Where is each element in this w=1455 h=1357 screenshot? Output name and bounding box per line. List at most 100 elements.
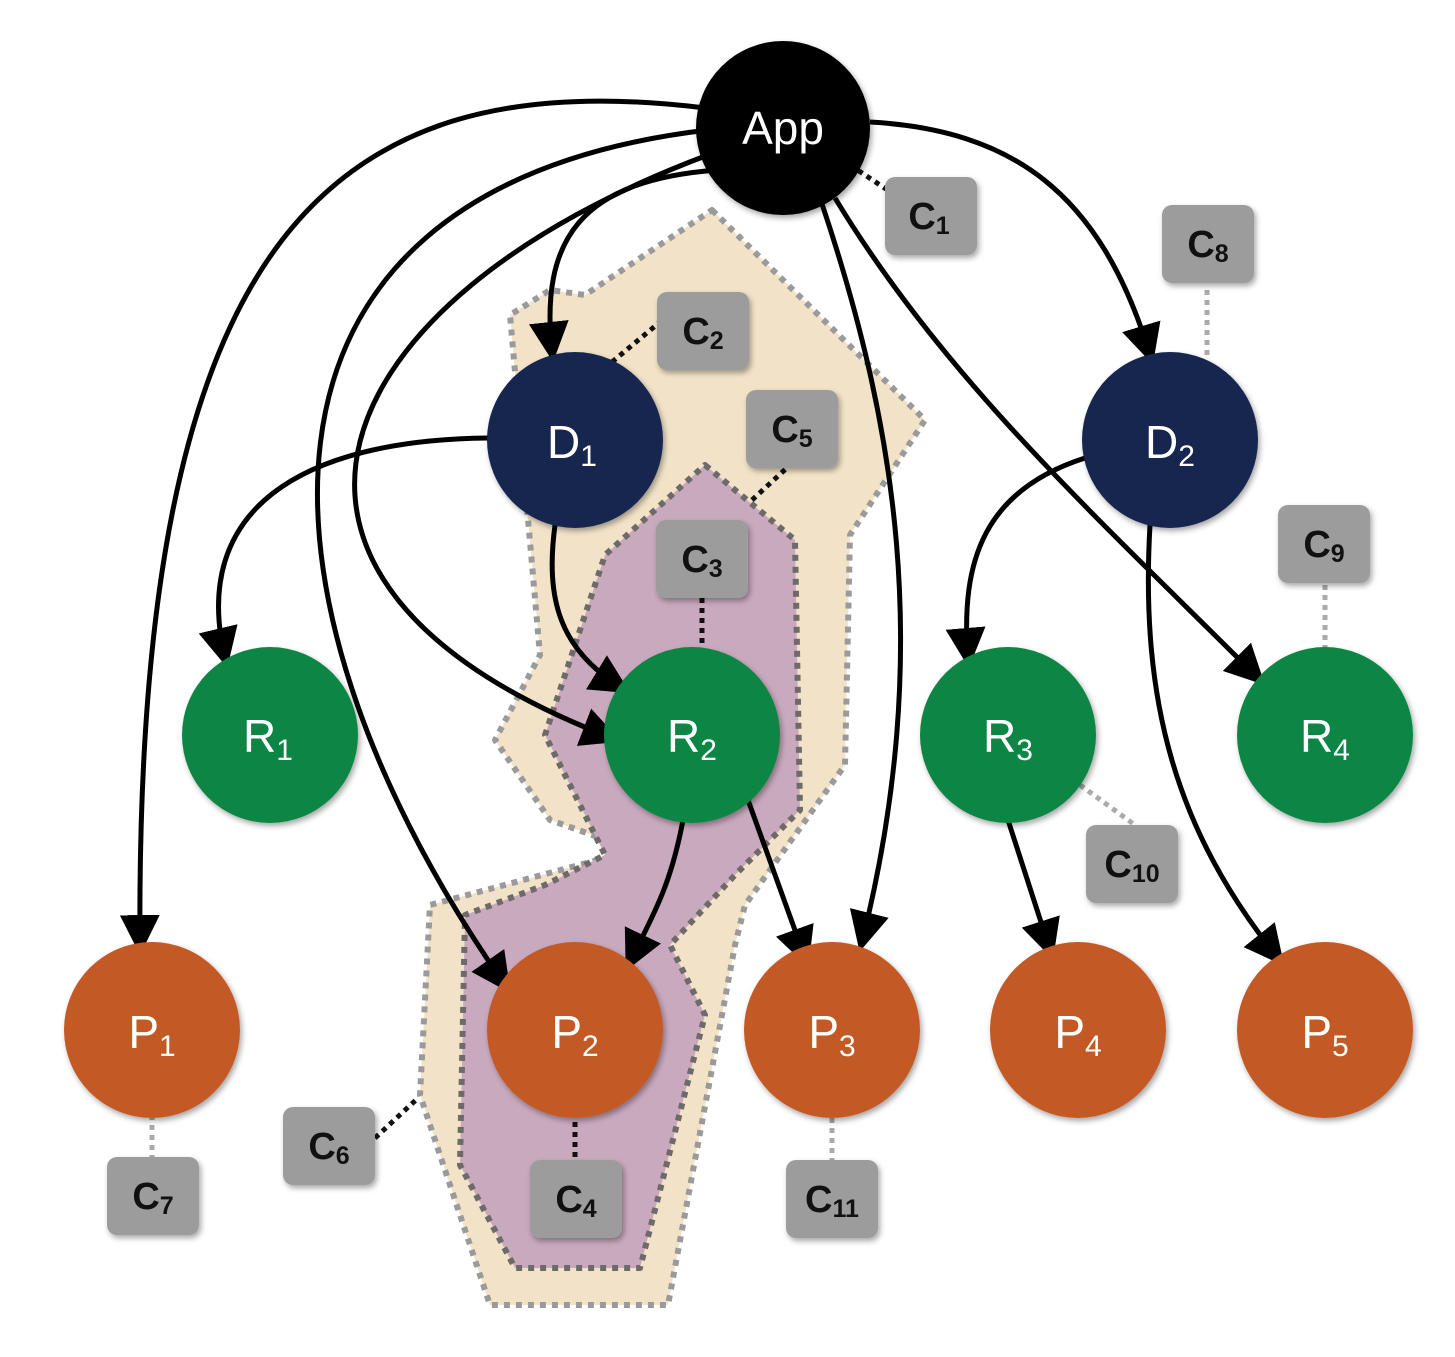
p1-node-subscript: 1 [159,1030,176,1063]
c4-label-text: C [555,1179,582,1221]
r3-node-label: R [983,710,1016,762]
c7-label-text: C [132,1176,159,1218]
r4-node-label: R [1300,710,1333,762]
c8-label-text: C [1187,224,1214,266]
edge-d2-r3 [945,455,1086,668]
c7-label[interactable]: C7 [107,1157,199,1235]
p3-node[interactable]: P3 [744,942,920,1118]
edge-d2-p5 [1145,524,1285,966]
d1-node-label: D [547,416,580,468]
svg-text:C10: C10 [1104,844,1159,888]
d2-node[interactable]: D2 [1082,352,1258,528]
c11-label-text: C [805,1179,832,1221]
connector-c5 [750,463,792,502]
svg-text:P3: P3 [808,1006,855,1063]
svg-text:D1: D1 [547,416,597,473]
svg-text:C6: C6 [308,1126,349,1170]
connector-c2 [610,320,662,364]
c9-label[interactable]: C9 [1278,505,1370,583]
r1-node-subscript: 1 [276,734,293,767]
svg-text:C11: C11 [805,1179,859,1223]
svg-text:P5: P5 [1301,1006,1348,1063]
c8-label[interactable]: C8 [1162,205,1254,283]
c3-label-subscript: 3 [709,555,723,583]
r4-node-subscript: 4 [1333,734,1350,767]
c10-label-text: C [1104,844,1131,886]
c5-label-text: C [771,409,798,451]
svg-text:App: App [742,102,824,154]
edge-d1-r2 [549,524,631,694]
r1-node-label: R [243,710,276,762]
svg-text:D2: D2 [1145,416,1195,473]
p1-node[interactable]: P1 [64,942,240,1118]
connector-c10 [1078,782,1137,828]
c9-label-subscript: 9 [1331,540,1345,568]
c4-label[interactable]: C4 [530,1160,622,1238]
r2-node[interactable]: R2 [604,647,780,823]
p4-node[interactable]: P4 [990,942,1166,1118]
c9-label-text: C [1303,524,1330,566]
c7-label-subscript: 7 [160,1192,174,1220]
svg-text:P1: P1 [128,1006,175,1063]
svg-text:P2: P2 [551,1006,598,1063]
c6-label-subscript: 6 [336,1142,350,1170]
c1-label-subscript: 1 [936,212,950,240]
c10-label[interactable]: C10 [1086,825,1178,903]
edges [119,98,1285,994]
svg-text:R1: R1 [243,710,293,767]
edge-app-r2 [352,152,709,746]
svg-text:R2: R2 [667,710,717,767]
svg-text:P4: P4 [1054,1006,1101,1063]
p5-node-subscript: 5 [1332,1030,1349,1063]
c2-label[interactable]: C2 [657,292,749,370]
p2-node[interactable]: P2 [487,942,663,1118]
c11-label-subscript: 11 [833,1195,860,1223]
p5-node[interactable]: P5 [1237,942,1413,1118]
p3-node-label: P [808,1006,839,1058]
r2-node-label: R [667,710,700,762]
d1-node-subscript: 1 [580,440,597,473]
c3-label[interactable]: C3 [656,520,748,598]
edge-app-p1 [119,98,706,955]
p3-node-subscript: 3 [839,1030,856,1063]
p1-node-label: P [128,1006,159,1058]
svg-text:C7: C7 [132,1176,173,1220]
c11-label[interactable]: C11 [786,1160,878,1238]
d2-node-subscript: 2 [1178,440,1195,473]
c3-label-text: C [681,539,708,581]
c6-label[interactable]: C6 [283,1107,375,1185]
app-node-label: App [742,102,824,154]
c1-label-text: C [908,196,935,238]
svg-text:C2: C2 [682,311,723,355]
d1-node[interactable]: D1 [487,352,663,528]
edge-app-d1 [528,167,719,362]
svg-text:R4: R4 [1300,710,1350,767]
edge-r2-p2 [624,819,686,972]
edge-r3-p4 [1005,819,1060,960]
r2-node-subscript: 2 [700,734,717,767]
edge-app-p2 [314,127,709,994]
edge-r2-p3 [745,799,814,968]
edge-app-p3 [817,197,904,952]
svg-text:C8: C8 [1187,224,1228,268]
c2-label-subscript: 2 [710,327,724,355]
p2-node-label: P [551,1006,582,1058]
c1-label[interactable]: C1 [885,177,977,255]
app-node[interactable]: App [696,41,870,215]
r3-node-subscript: 3 [1016,734,1033,767]
c2-label-text: C [682,311,709,353]
r3-node[interactable]: R3 [920,647,1096,823]
p5-node-label: P [1301,1006,1332,1058]
r1-node[interactable]: R1 [182,647,358,823]
svg-text:C3: C3 [681,539,722,583]
edge-app-d2 [869,119,1161,365]
edge-app-r4 [832,196,1266,686]
c5-label[interactable]: C5 [746,390,838,468]
r4-node[interactable]: R4 [1237,647,1413,823]
svg-text:C4: C4 [555,1179,596,1223]
connector-c6 [373,1096,420,1140]
c6-label-text: C [308,1126,335,1168]
c8-label-subscript: 8 [1215,240,1229,268]
